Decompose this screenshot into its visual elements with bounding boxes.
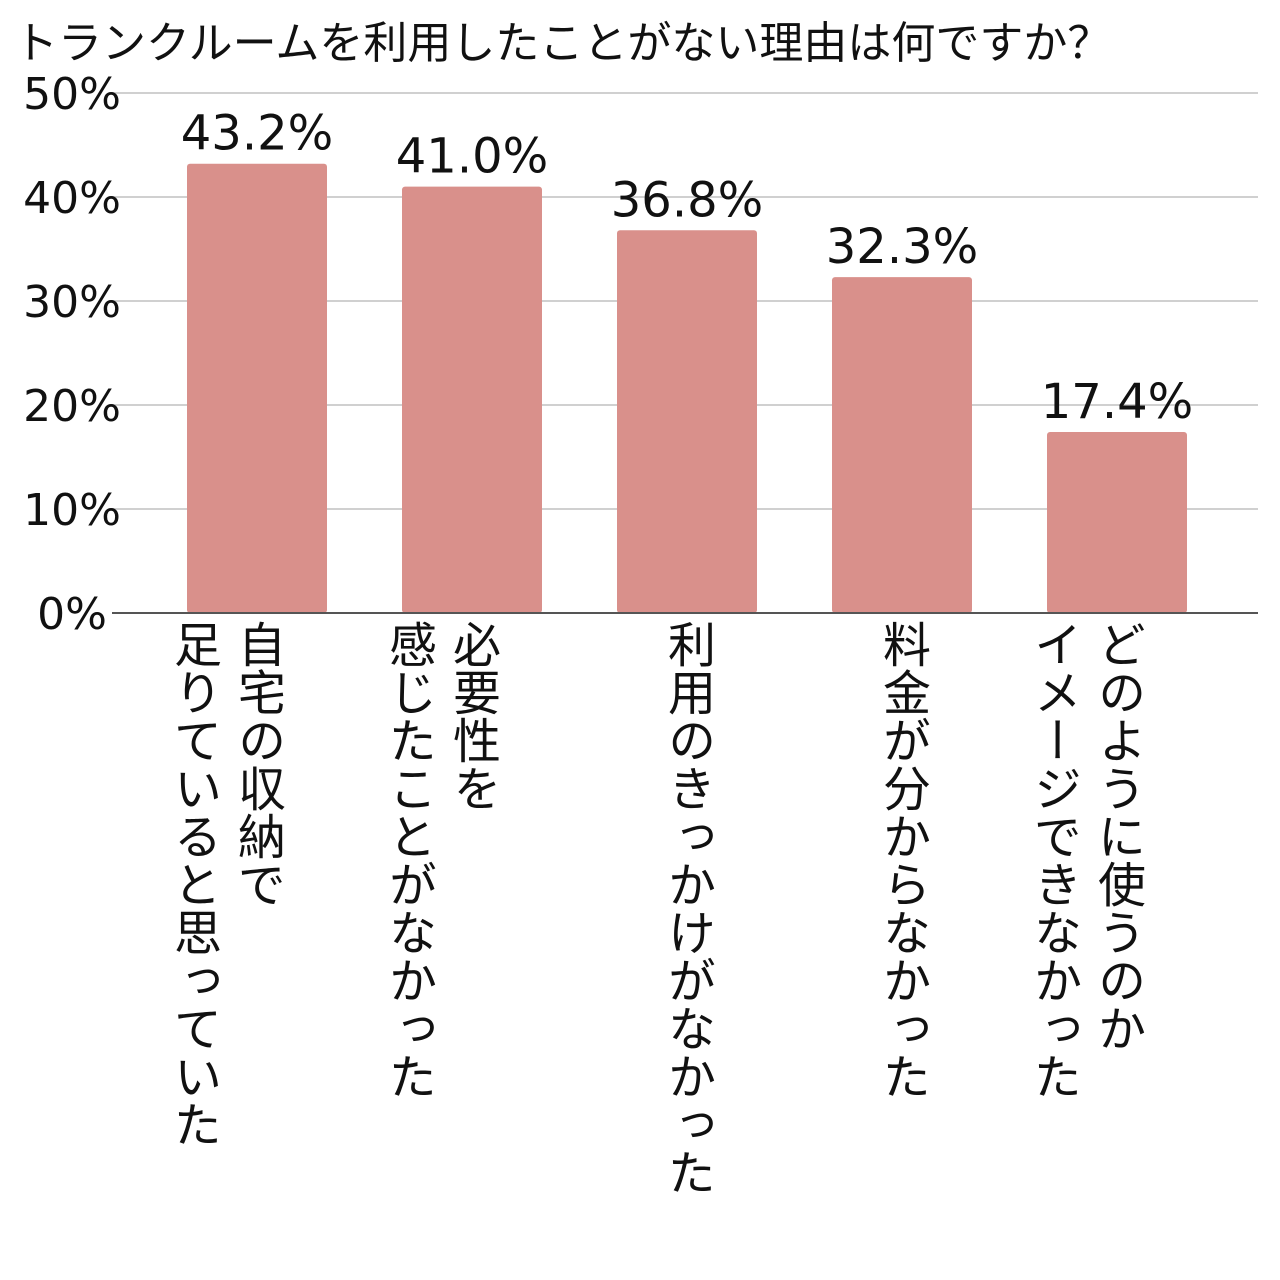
data-label: 43.2% [181, 106, 333, 162]
data-label: 17.4% [1041, 374, 1193, 430]
data-label: 36.8% [611, 172, 763, 228]
bar [402, 186, 542, 613]
bars [187, 163, 1187, 613]
y-tick-label: 30% [23, 277, 121, 328]
y-tick-label: 50% [23, 69, 121, 120]
bar [1047, 432, 1187, 613]
x-tick-label: 自宅の収納で 足りていると思っていた [165, 620, 285, 1148]
chart-title: トランクルームを利用したことがない理由は何ですか？ [14, 18, 1112, 69]
y-tick-label: 10% [23, 485, 121, 536]
y-tick-label: 20% [23, 381, 121, 432]
bar [187, 163, 327, 613]
value-labels: 43.2% 41.0% 36.8% 32.3% 17.4% [181, 106, 1193, 430]
x-tick-label: 料金が分からなかった [874, 620, 930, 1100]
x-tick-label: どのように使うのか イメージできなかった [1025, 620, 1145, 1100]
x-tick-label: 利用のきっかけがなかった [659, 620, 715, 1196]
y-tick-label: 40% [23, 173, 121, 224]
bar [832, 277, 972, 613]
data-label: 41.0% [396, 129, 548, 185]
x-tick-label: 必要性を 感じたことがなかった [380, 620, 500, 1100]
y-tick-label: 0% [37, 589, 107, 640]
axes: 0% 10% 20% 30% 40% 50% [23, 69, 1258, 640]
bar [617, 230, 757, 613]
data-label: 32.3% [826, 219, 978, 275]
